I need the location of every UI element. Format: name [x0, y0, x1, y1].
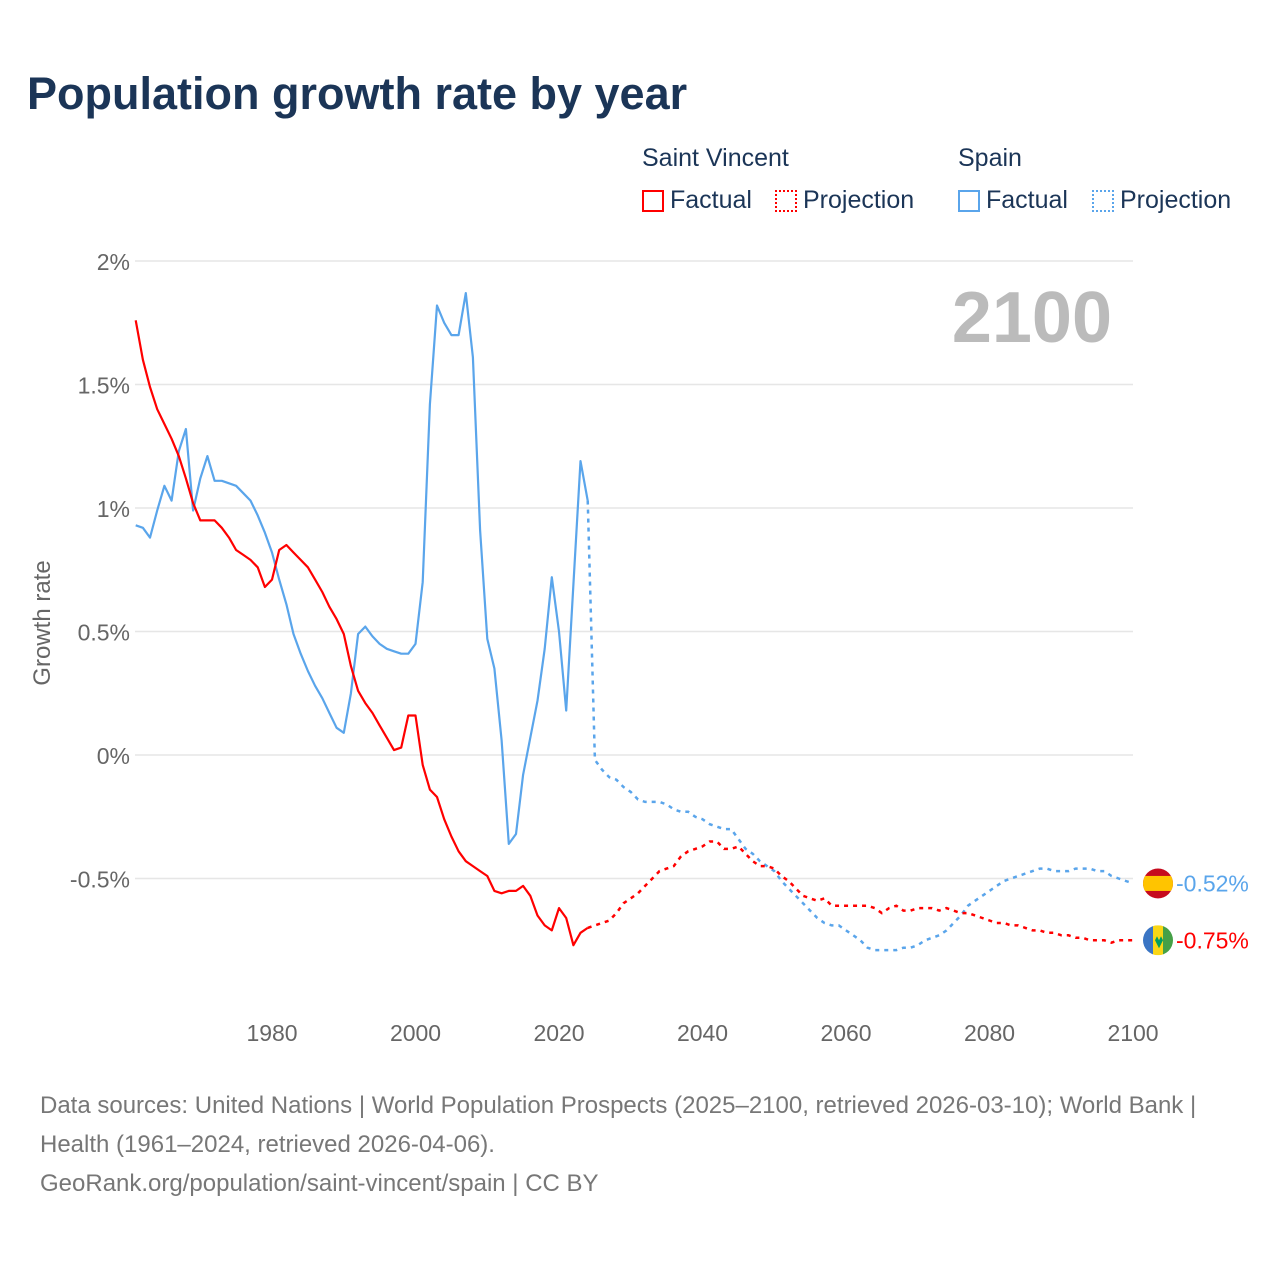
y-tick-label: 0%	[97, 743, 130, 769]
footer-link[interactable]: GeoRank.org/population/saint-vincent/spa…	[40, 1170, 599, 1197]
legend-swatch	[642, 189, 664, 212]
legend-group-title: Spain	[958, 144, 1022, 172]
legend-group-spain: Spain	[958, 144, 1022, 173]
saint-vincent-factual-line	[134, 320, 589, 947]
legend-swatch	[1092, 189, 1114, 212]
saint-vincent-flag-icon	[1143, 925, 1173, 956]
y-tick-label: 0.5%	[78, 620, 130, 646]
legend-label: Projection	[803, 186, 915, 214]
spain-projection-line	[586, 500, 1134, 952]
y-tick-label: 1%	[97, 496, 130, 522]
legend-saint-vincent-factual[interactable]: Factual	[642, 186, 752, 215]
x-tick-label: 2060	[820, 1020, 871, 1046]
y-axis-label: Growth rate	[29, 560, 56, 685]
x-tick-label: 2000	[390, 1020, 441, 1046]
legend-spain-projection[interactable]: Projection	[1092, 186, 1231, 215]
spain-end-label: -0.52%	[1176, 870, 1249, 896]
legend-swatch	[958, 189, 980, 212]
data-sources: Data sources: United Nations | World Pop…	[40, 1092, 1197, 1158]
chart-title: Population growth rate by year	[27, 68, 688, 119]
year-label: 2100	[952, 278, 1112, 358]
saint-vincent-projection-line	[587, 840, 1133, 945]
y-tick-label: 1.5%	[78, 373, 130, 399]
x-tick-label: 2040	[677, 1020, 728, 1046]
legend-label: Projection	[1120, 186, 1232, 214]
x-tick-label: 2020	[533, 1020, 584, 1046]
saint-vincent-end-label: -0.75%	[1176, 927, 1249, 953]
x-tick-label: 2100	[1107, 1020, 1158, 1046]
legend-group-saint-vincent: Saint Vincent	[642, 144, 789, 173]
x-tick-label: 1980	[246, 1020, 297, 1046]
legend-label: Factual	[986, 186, 1068, 214]
x-tick-label: 2080	[964, 1020, 1015, 1046]
legend-label: Factual	[670, 186, 752, 214]
y-tick-label: -0.5%	[70, 867, 130, 893]
legend-saint-vincent-projection[interactable]: Projection	[775, 186, 914, 215]
legend-group-title: Saint Vincent	[642, 144, 789, 172]
y-tick-label: 2%	[97, 249, 130, 275]
legend-spain-factual[interactable]: Factual	[958, 186, 1068, 215]
spain-factual-line	[135, 292, 589, 845]
footer: Data sources: United Nations | World Pop…	[40, 1086, 1240, 1203]
legend-swatch	[775, 189, 797, 212]
spain-flag-icon	[1143, 868, 1173, 899]
